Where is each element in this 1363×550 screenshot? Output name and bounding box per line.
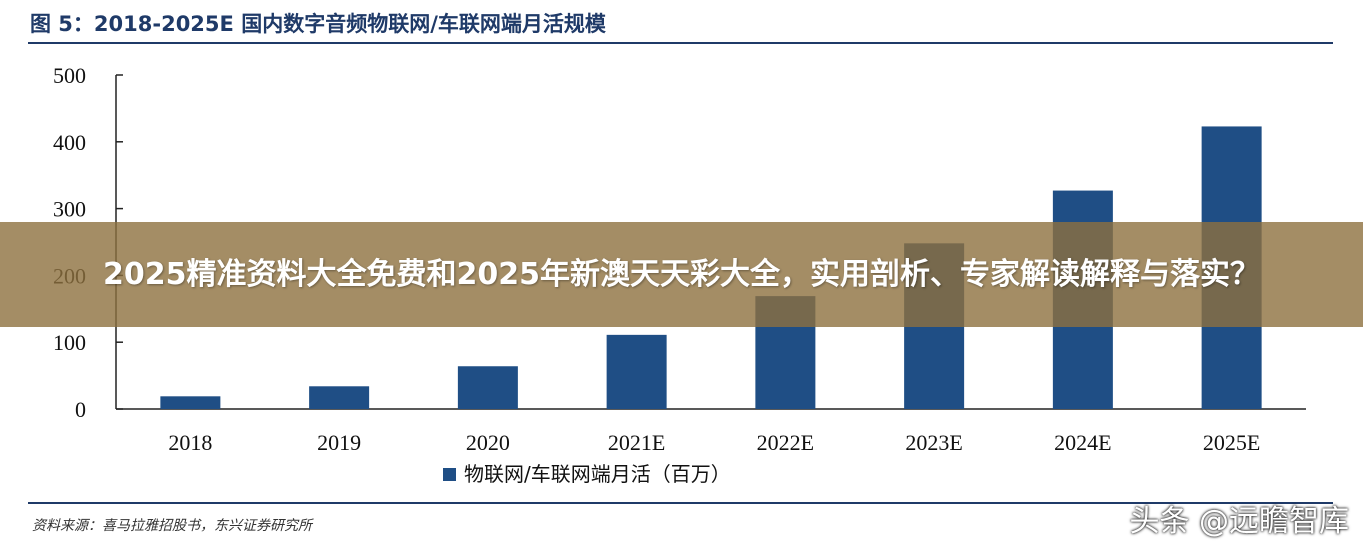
x-tick-label: 2021E xyxy=(608,430,665,455)
legend-swatch xyxy=(443,468,456,481)
x-tick-label: 2019 xyxy=(317,430,361,455)
headline-banner[interactable]: 2025精准资料大全免费和2025年新澳天天彩大全，实用剖析、专家解读解释与落实… xyxy=(0,222,1363,327)
y-tick-label: 0 xyxy=(75,397,86,422)
source-note: 资料来源：喜马拉雅招股书，东兴证券研究所 xyxy=(32,518,312,534)
bar-2020 xyxy=(457,366,518,409)
legend-label: 物联网/车联网端月活（百万） xyxy=(464,462,731,486)
bar-2021E xyxy=(606,334,667,409)
bar-2018 xyxy=(160,396,221,409)
bar-2019 xyxy=(309,386,370,409)
x-tick-label: 2023E xyxy=(905,430,962,455)
y-tick-label: 300 xyxy=(53,197,86,222)
x-axis-ticks: 2018 2019 2020 2021E 2022E 2023E 2024E 2025E xyxy=(168,430,1260,455)
figure-title: 图 5：2018-2025E 国内数字音频物联网/车联网端月活规模 xyxy=(30,12,606,36)
watermark: 头条 @远瞻智库 xyxy=(1129,504,1349,539)
x-tick-label: 2025E xyxy=(1203,430,1260,455)
x-tick-label: 2022E xyxy=(757,430,814,455)
banner-headline[interactable]: 2025精准资料大全免费和2025年新澳天天彩大全，实用剖析、专家解读解释与落实… xyxy=(103,256,1260,292)
x-tick-label: 2020 xyxy=(466,430,510,455)
x-tick-label: 2024E xyxy=(1054,430,1111,455)
title-divider xyxy=(28,42,1333,44)
y-tick-label: 100 xyxy=(53,330,86,355)
bottom-divider xyxy=(28,502,1333,504)
y-tick-label: 400 xyxy=(53,130,86,155)
x-tick-label: 2018 xyxy=(168,430,212,455)
chart-legend: 物联网/车联网端月活（百万） xyxy=(443,462,731,486)
y-tick-label: 500 xyxy=(53,63,86,88)
